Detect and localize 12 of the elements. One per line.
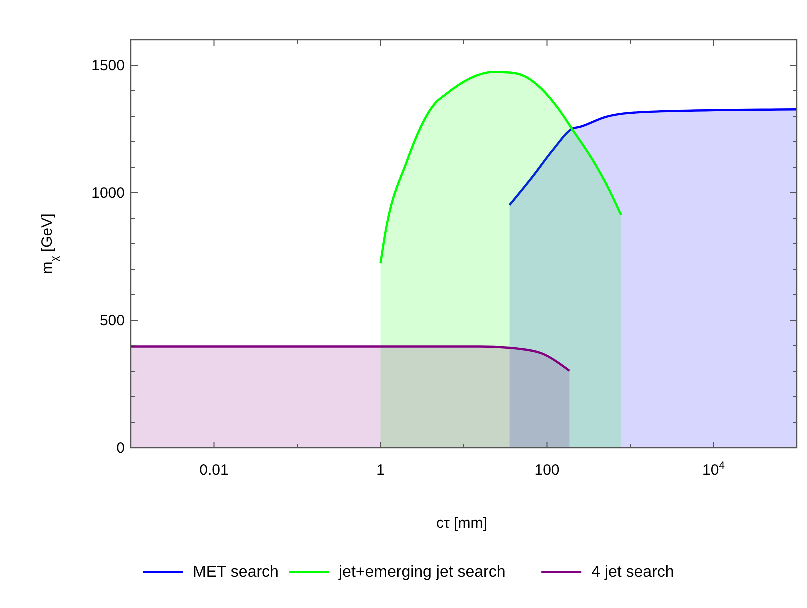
x-tick-label: 0.01 — [200, 462, 229, 479]
x-tick-label: 100 — [534, 462, 560, 479]
legend-label: jet+emerging jet search — [338, 564, 506, 581]
y-tick-label: 1500 — [92, 58, 125, 74]
y-tick-label: 0 — [116, 440, 125, 457]
x-tick-label: 1 — [376, 462, 385, 479]
y-tick-label: 500 — [100, 312, 125, 330]
x-tick-label: 10$^{4}$ — [702, 460, 726, 479]
legend-label: MET search — [193, 564, 279, 581]
x-axis-title: cτ [mm] — [436, 515, 488, 532]
y-tick-label: 1000 — [92, 185, 125, 202]
legend-label: 4 jet search — [592, 564, 674, 581]
